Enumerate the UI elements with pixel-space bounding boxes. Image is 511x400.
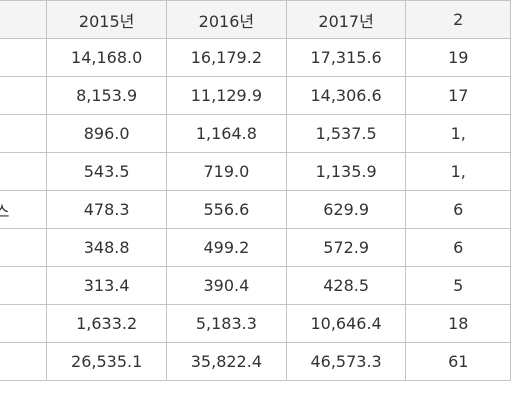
cell-value: 26,535.1 [46, 342, 168, 381]
cell-value: 572.9 [285, 228, 407, 267]
row-label: 류 [0, 228, 48, 267]
table-row: 313.4 390.4 428.5 5 [0, 266, 511, 305]
cell-value: 348.8 [46, 228, 168, 267]
cell-value: 1,537.5 [285, 114, 407, 153]
cell-value: 19 [405, 38, 511, 77]
table-row: 543.5 719.0 1,135.9 1, [0, 152, 511, 191]
cell-value: 478.3 [46, 190, 168, 229]
row-label [0, 76, 48, 115]
cell-value: 1,135.9 [285, 152, 407, 191]
row-label [0, 152, 48, 191]
cell-value: 1, [405, 152, 511, 191]
row-label [0, 304, 48, 343]
cell-value: 14,168.0 [46, 38, 168, 77]
cell-value: 1,633.2 [46, 304, 168, 343]
row-label [0, 114, 48, 153]
cell-value: 1, [405, 114, 511, 153]
header-cell-2015: 2015년 [46, 0, 168, 39]
cell-value: 14,306.6 [285, 76, 407, 115]
table-row: 1,633.2 5,183.3 10,646.4 18 [0, 304, 511, 343]
header-cell-2017: 2017년 [285, 0, 407, 39]
cell-value: 499.2 [166, 228, 287, 267]
cell-value: 8,153.9 [46, 76, 168, 115]
cell-value: 556.6 [166, 190, 287, 229]
row-label: 헬스 [0, 190, 48, 229]
cell-value: 428.5 [285, 266, 407, 305]
cell-value: 313.4 [46, 266, 168, 305]
table-row: 896.0 1,164.8 1,537.5 1, [0, 114, 511, 153]
table-row: 헬스 478.3 556.6 629.9 6 [0, 190, 511, 229]
cell-value: 543.5 [46, 152, 168, 191]
table-row: 류 348.8 499.2 572.9 6 [0, 228, 511, 267]
header-cell-2016: 2016년 [166, 0, 287, 39]
cell-value: 35,822.4 [166, 342, 287, 381]
table-row: 26,535.1 35,822.4 46,573.3 61 [0, 342, 511, 381]
cell-value: 18 [405, 304, 511, 343]
statistics-table: 2015년 2016년 2017년 2 14,168.0 16,179.2 17… [0, 0, 511, 381]
table-row: 14,168.0 16,179.2 17,315.6 19 [0, 38, 511, 77]
table-container: 2015년 2016년 2017년 2 14,168.0 16,179.2 17… [0, 0, 511, 381]
cell-value: 17 [405, 76, 511, 115]
cell-value: 17,315.6 [285, 38, 407, 77]
cell-value: 5,183.3 [166, 304, 287, 343]
cell-value: 61 [405, 342, 511, 381]
header-cell-2018: 2 [405, 0, 511, 39]
row-label [0, 38, 48, 77]
cell-value: 6 [405, 228, 511, 267]
header-cell-category [0, 0, 48, 39]
row-label [0, 342, 48, 381]
cell-value: 390.4 [166, 266, 287, 305]
cell-value: 46,573.3 [285, 342, 407, 381]
cell-value: 1,164.8 [166, 114, 287, 153]
cell-value: 719.0 [166, 152, 287, 191]
cell-value: 5 [405, 266, 511, 305]
header-row: 2015년 2016년 2017년 2 [0, 0, 511, 39]
row-label [0, 266, 48, 305]
cell-value: 6 [405, 190, 511, 229]
cell-value: 896.0 [46, 114, 168, 153]
cell-value: 16,179.2 [166, 38, 287, 77]
table-row: 8,153.9 11,129.9 14,306.6 17 [0, 76, 511, 115]
cell-value: 11,129.9 [166, 76, 287, 115]
cell-value: 10,646.4 [285, 304, 407, 343]
cell-value: 629.9 [285, 190, 407, 229]
